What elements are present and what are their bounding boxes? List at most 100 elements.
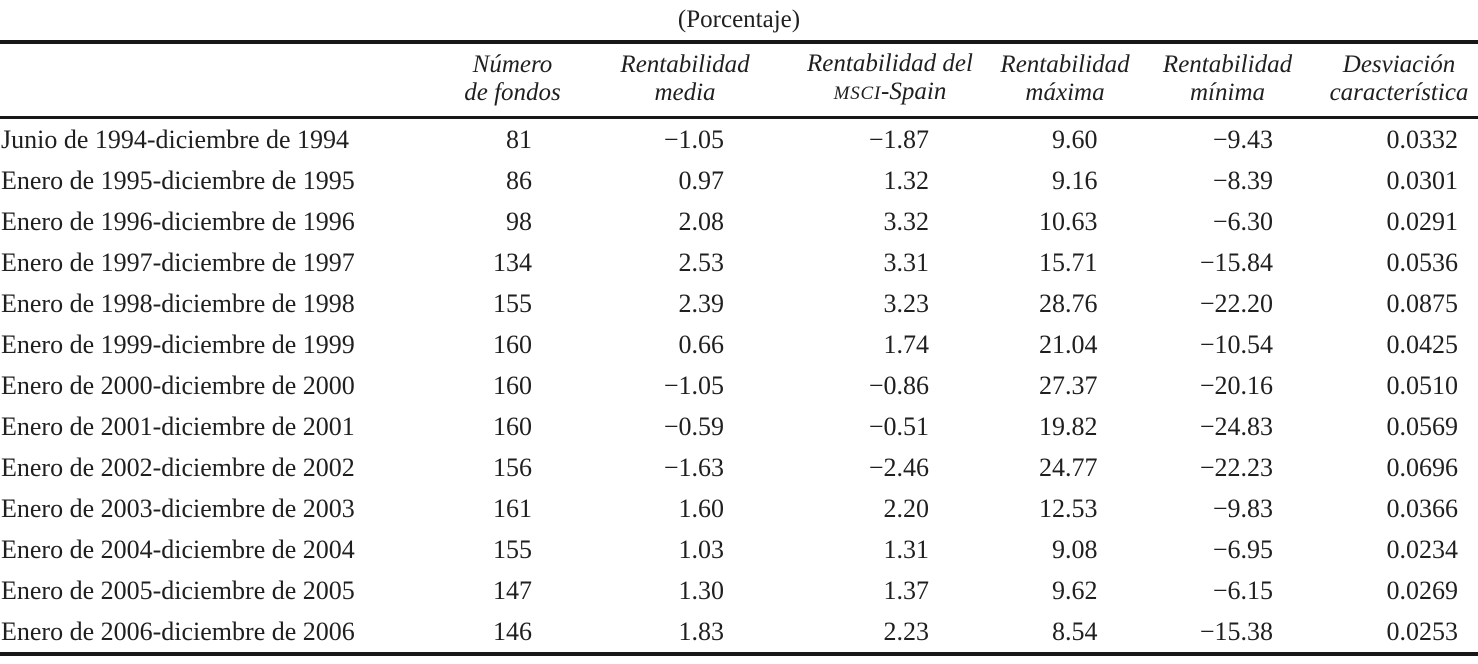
col-header-desviacion: Desviación característica [1320,42,1478,119]
minima-cell: −6.30 [1135,201,1320,242]
msci-cell: 2.23 [785,611,995,654]
col-header-rentabilidad-media: Rentabilidad media [585,42,785,119]
maxima-cell: 27.37 [995,365,1135,406]
cell-value: 1.32 [883,165,930,195]
cell-value: 1.31 [883,534,930,564]
cell-value: 2.20 [883,493,930,523]
cell-value: 0.0425 [1386,329,1459,359]
cell-value: 1.83 [678,616,725,646]
desviacion-cell: 0.0875 [1320,283,1478,324]
cell-value: −1.05 [663,124,724,154]
col-header-periodo [0,42,440,119]
cell-value: −15.38 [1199,616,1273,646]
cell-value: −9.83 [1212,493,1273,523]
header-line: Desviación [1342,51,1456,78]
period-cell: Enero de 1996-diciembre de 1996 [1,206,355,236]
cell-value: 160 [493,411,532,441]
period-cell: Enero de 1995-diciembre de 1995 [1,165,355,195]
cell-value: 27.37 [1039,370,1098,400]
table-subtitle: (Porcentaje) [677,6,801,33]
desviacion-cell: 0.0269 [1320,570,1478,611]
fondos-cell: 160 [440,324,585,365]
header-line: mínima [1190,79,1265,106]
period-cell: Enero de 1997-diciembre de 1997 [1,247,355,277]
cell-value: 156 [493,452,532,482]
table-row: Enero de 2002-diciembre de 2002 156 −1.6… [0,447,1478,488]
header-row: Número de fondos Rentabilidad media Rent… [0,42,1478,119]
maxima-cell: 10.63 [995,201,1135,242]
cell-value: −6.15 [1212,575,1273,605]
cell-value: 0.0366 [1386,493,1459,523]
msci-cell: 1.31 [785,529,995,570]
media-cell: 1.83 [585,611,785,654]
fondos-cell: 86 [440,160,585,201]
cell-value: −24.83 [1199,411,1273,441]
cell-value: 161 [493,493,532,523]
media-cell: 2.53 [585,242,785,283]
cell-value: 3.32 [883,206,930,236]
msci-cell: −0.51 [785,406,995,447]
header-line: media [654,79,716,106]
cell-value: 160 [493,329,532,359]
cell-value: 2.53 [678,247,725,277]
cell-value: 0.0234 [1386,534,1459,564]
col-header-rentabilidad-minima: Rentabilidad mínima [1135,42,1320,119]
cell-value: 2.39 [678,288,725,318]
cell-value: 24.77 [1039,452,1098,482]
header-line: Rentabilidad [1000,51,1130,78]
minima-cell: −6.95 [1135,529,1320,570]
cell-value: 0.0875 [1386,288,1459,318]
period-cell: Enero de 1999-diciembre de 1999 [1,329,355,359]
cell-value: 0.66 [678,329,725,359]
cell-value: 86 [506,165,532,195]
col-header-numero-fondos: Número de fondos [440,42,585,119]
fondos-cell: 134 [440,242,585,283]
cell-value: 9.16 [1052,165,1098,195]
table-header: Número de fondos Rentabilidad media Rent… [0,42,1478,119]
cell-value: 0.0569 [1386,411,1459,441]
table-row: Enero de 2004-diciembre de 2004 155 1.03… [0,529,1478,570]
period-cell: Enero de 1998-diciembre de 1998 [1,288,355,318]
table-row: Enero de 2000-diciembre de 2000 160 −1.0… [0,365,1478,406]
maxima-cell: 19.82 [995,406,1135,447]
maxima-cell: 15.71 [995,242,1135,283]
table-row: Enero de 2005-diciembre de 2005 147 1.30… [0,570,1478,611]
minima-cell: −22.23 [1135,447,1320,488]
maxima-cell: 21.04 [995,324,1135,365]
desviacion-cell: 0.0569 [1320,406,1478,447]
minima-cell: −8.39 [1135,160,1320,201]
msci-cell: 3.23 [785,283,995,324]
cell-value: −9.43 [1212,124,1273,154]
cell-value: 19.82 [1039,411,1098,441]
cell-value: 0.0536 [1386,247,1459,277]
cell-value: 0.0269 [1386,575,1459,605]
cell-value: 28.76 [1039,288,1098,318]
fondos-cell: 160 [440,365,585,406]
period-cell: Enero de 2004-diciembre de 2004 [1,534,355,564]
cell-value: −8.39 [1212,165,1273,195]
msci-cell: −1.87 [785,118,995,161]
msci-cell: 1.32 [785,160,995,201]
table-row: Enero de 2006-diciembre de 2006 146 1.83… [0,611,1478,654]
cell-value: −22.23 [1199,452,1273,482]
msci-smallcaps: MSCI [833,83,882,104]
header-line: máxima [1025,79,1105,106]
header-line: Rentabilidad [1162,51,1293,78]
minima-cell: −9.83 [1135,488,1320,529]
msci-cell: −0.86 [785,365,995,406]
cell-value: −10.54 [1199,329,1273,359]
minima-cell: −24.83 [1135,406,1320,447]
msci-cell: −2.46 [785,447,995,488]
maxima-cell: 9.16 [995,160,1135,201]
msci-cell: 2.20 [785,488,995,529]
desviacion-cell: 0.0332 [1320,118,1478,161]
media-cell: 2.39 [585,283,785,324]
cell-value: 21.04 [1039,329,1098,359]
minima-cell: −20.16 [1135,365,1320,406]
cell-value: 155 [493,534,532,564]
maxima-cell: 24.77 [995,447,1135,488]
paper-table-fragment: (Porcentaje) Número de fondos Rentabilid… [0,5,1478,656]
cell-value: 0.0696 [1386,452,1459,482]
period-cell: Junio de 1994-diciembre de 1994 [1,124,350,154]
table-row: Enero de 1999-diciembre de 1999 160 0.66… [0,324,1478,365]
